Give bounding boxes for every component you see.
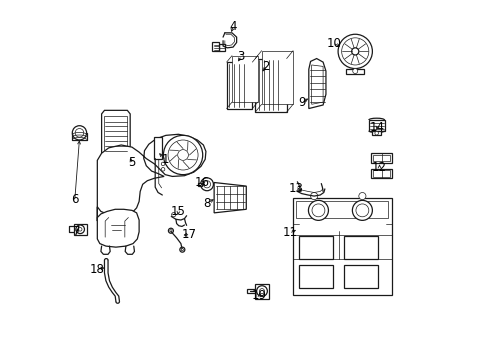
Polygon shape bbox=[102, 111, 130, 155]
Polygon shape bbox=[370, 168, 391, 178]
Circle shape bbox=[341, 38, 368, 65]
Bar bbox=[198, 183, 201, 186]
Circle shape bbox=[311, 204, 324, 217]
Circle shape bbox=[78, 228, 82, 231]
Text: 4: 4 bbox=[229, 20, 236, 33]
Text: 3: 3 bbox=[237, 50, 244, 63]
Polygon shape bbox=[255, 284, 268, 298]
Text: 18: 18 bbox=[90, 263, 104, 276]
Polygon shape bbox=[292, 198, 391, 295]
Circle shape bbox=[358, 193, 365, 200]
Polygon shape bbox=[255, 59, 286, 112]
Polygon shape bbox=[372, 155, 389, 161]
Circle shape bbox=[181, 249, 183, 251]
Circle shape bbox=[355, 204, 368, 217]
Circle shape bbox=[169, 230, 172, 232]
Circle shape bbox=[72, 126, 86, 140]
Circle shape bbox=[163, 135, 203, 175]
Polygon shape bbox=[231, 56, 257, 102]
Polygon shape bbox=[368, 120, 384, 131]
Text: 17: 17 bbox=[181, 228, 196, 241]
Circle shape bbox=[259, 289, 264, 294]
Circle shape bbox=[203, 181, 210, 188]
Bar bbox=[343, 236, 377, 259]
Polygon shape bbox=[311, 65, 323, 104]
Circle shape bbox=[168, 140, 198, 170]
Text: 14: 14 bbox=[368, 121, 384, 134]
Circle shape bbox=[337, 34, 372, 68]
Polygon shape bbox=[372, 131, 380, 135]
Polygon shape bbox=[372, 170, 389, 177]
Polygon shape bbox=[212, 42, 219, 51]
Polygon shape bbox=[97, 134, 205, 221]
Polygon shape bbox=[296, 202, 387, 217]
Polygon shape bbox=[219, 44, 224, 51]
Polygon shape bbox=[97, 209, 139, 247]
Circle shape bbox=[351, 48, 358, 55]
Circle shape bbox=[352, 201, 372, 220]
Text: 6: 6 bbox=[71, 193, 79, 206]
Polygon shape bbox=[346, 68, 364, 73]
Text: 15: 15 bbox=[171, 205, 185, 218]
Circle shape bbox=[161, 162, 164, 166]
Circle shape bbox=[177, 150, 188, 160]
Polygon shape bbox=[247, 289, 255, 293]
Text: 8: 8 bbox=[203, 197, 210, 210]
Circle shape bbox=[256, 286, 267, 296]
Circle shape bbox=[171, 212, 176, 217]
Text: 9: 9 bbox=[298, 96, 305, 109]
Circle shape bbox=[310, 193, 317, 200]
Polygon shape bbox=[74, 224, 86, 235]
Polygon shape bbox=[226, 62, 252, 109]
Text: 13: 13 bbox=[288, 183, 303, 195]
Circle shape bbox=[75, 129, 83, 137]
Polygon shape bbox=[370, 153, 391, 163]
Circle shape bbox=[352, 68, 357, 73]
Text: 1: 1 bbox=[161, 153, 168, 166]
Polygon shape bbox=[308, 59, 325, 109]
Circle shape bbox=[180, 247, 184, 252]
Text: 12: 12 bbox=[371, 161, 386, 174]
Bar bbox=[299, 265, 332, 288]
Circle shape bbox=[168, 228, 173, 233]
Polygon shape bbox=[154, 137, 162, 159]
Text: 16: 16 bbox=[194, 176, 209, 189]
Circle shape bbox=[76, 225, 84, 234]
Circle shape bbox=[161, 167, 164, 171]
Text: 2: 2 bbox=[262, 60, 269, 73]
Bar bbox=[343, 265, 377, 288]
Circle shape bbox=[200, 178, 213, 191]
Polygon shape bbox=[261, 51, 292, 104]
Text: 10: 10 bbox=[325, 37, 341, 50]
Polygon shape bbox=[104, 116, 127, 152]
Text: 11: 11 bbox=[282, 226, 297, 239]
Text: 19: 19 bbox=[251, 288, 266, 302]
Polygon shape bbox=[214, 183, 246, 213]
Circle shape bbox=[374, 131, 378, 135]
Text: 7: 7 bbox=[73, 225, 80, 238]
Text: 5: 5 bbox=[128, 156, 135, 169]
Bar bbox=[299, 236, 332, 259]
Circle shape bbox=[308, 201, 328, 220]
